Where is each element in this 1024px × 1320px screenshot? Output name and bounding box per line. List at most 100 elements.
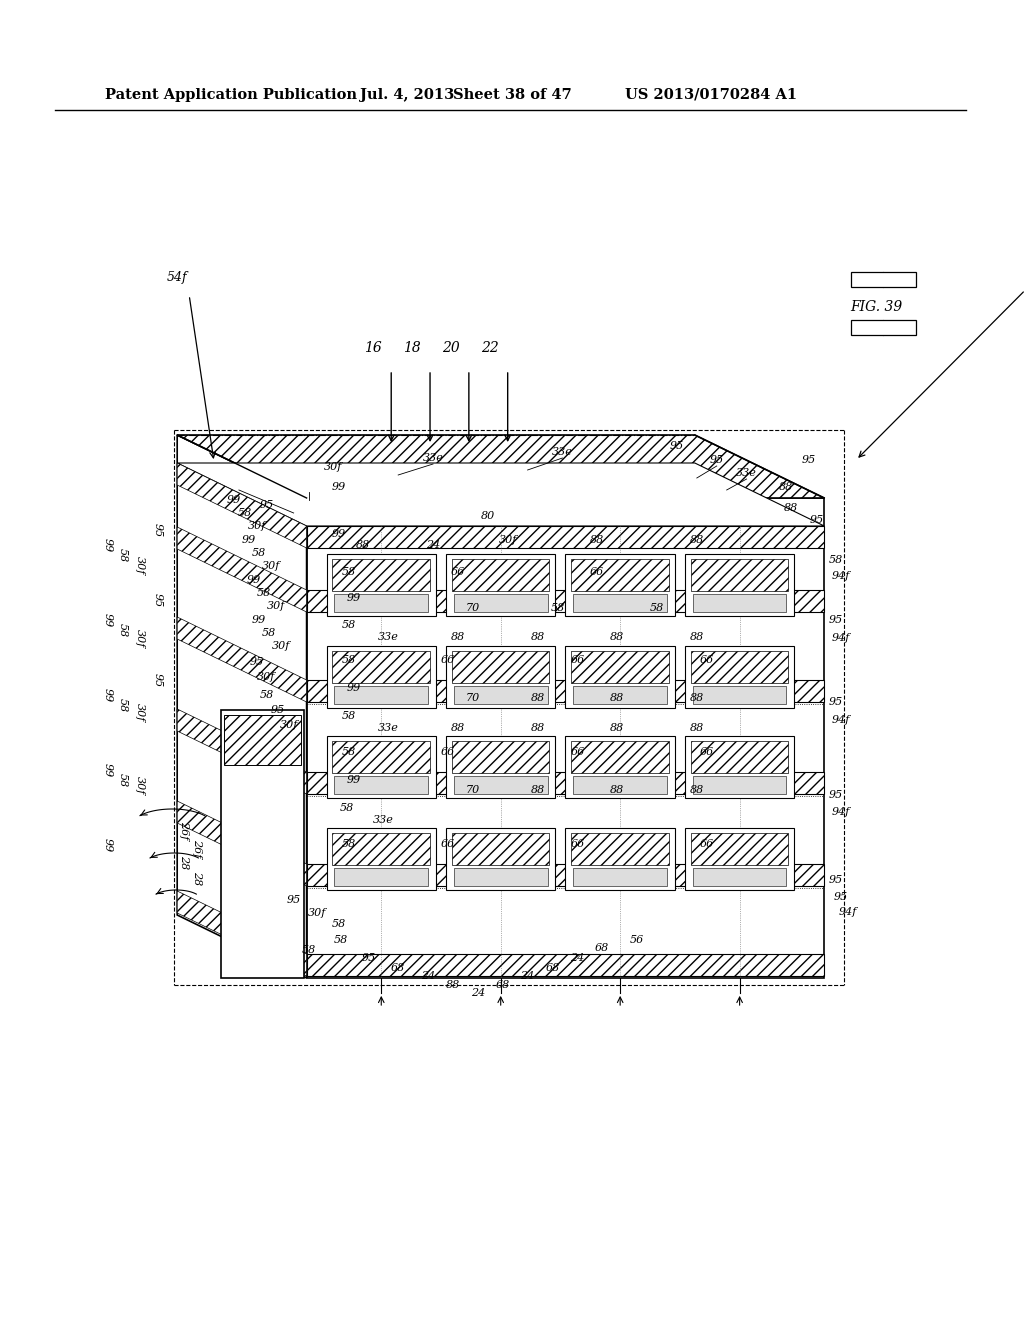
- Text: 33e: 33e: [736, 469, 757, 478]
- Text: Jul. 4, 2013: Jul. 4, 2013: [360, 88, 455, 102]
- Text: 58: 58: [339, 803, 353, 813]
- Polygon shape: [454, 594, 548, 612]
- Text: 99: 99: [242, 535, 256, 545]
- Polygon shape: [691, 558, 788, 591]
- Text: 58: 58: [341, 568, 355, 577]
- Polygon shape: [306, 498, 824, 978]
- Text: 88: 88: [530, 785, 545, 795]
- Text: 66: 66: [699, 747, 714, 756]
- Text: 58: 58: [118, 548, 127, 562]
- Polygon shape: [335, 869, 428, 886]
- Polygon shape: [685, 737, 795, 799]
- Text: 68: 68: [391, 964, 406, 973]
- Polygon shape: [454, 686, 548, 704]
- Text: 30f: 30f: [266, 601, 285, 611]
- Text: 88: 88: [451, 723, 465, 733]
- Text: 18: 18: [403, 341, 421, 355]
- Text: 88: 88: [530, 632, 545, 642]
- Text: 30f: 30f: [134, 556, 144, 574]
- Text: US 2013/0170284 A1: US 2013/0170284 A1: [625, 88, 798, 102]
- Text: 70: 70: [466, 603, 480, 612]
- Text: 94f: 94f: [831, 572, 850, 581]
- Text: 66: 66: [570, 840, 585, 849]
- Polygon shape: [571, 651, 669, 682]
- Polygon shape: [685, 828, 795, 890]
- Text: Patent Application Publication: Patent Application Publication: [104, 88, 356, 102]
- Text: 99: 99: [346, 775, 360, 785]
- Text: 30f: 30f: [134, 628, 144, 647]
- Text: 95: 95: [829, 615, 844, 624]
- Polygon shape: [446, 828, 555, 890]
- Polygon shape: [454, 869, 548, 886]
- Text: 66: 66: [590, 568, 604, 577]
- Text: 66: 66: [570, 655, 585, 665]
- Polygon shape: [685, 645, 795, 708]
- Text: 58: 58: [341, 711, 355, 721]
- Text: 95: 95: [153, 673, 162, 688]
- Polygon shape: [177, 891, 306, 975]
- Text: 99: 99: [102, 763, 113, 777]
- Polygon shape: [446, 554, 555, 616]
- Text: 70: 70: [466, 693, 480, 704]
- Polygon shape: [565, 554, 675, 616]
- Text: 88: 88: [690, 723, 703, 733]
- Text: 95: 95: [153, 593, 162, 607]
- Text: 30f: 30f: [325, 462, 343, 473]
- Text: 95: 95: [361, 953, 376, 964]
- Polygon shape: [691, 833, 788, 865]
- Polygon shape: [306, 590, 824, 612]
- Text: 99: 99: [332, 529, 345, 539]
- Text: 94f: 94f: [831, 807, 850, 817]
- Polygon shape: [851, 272, 915, 286]
- Text: 66: 66: [699, 840, 714, 849]
- Text: 68: 68: [496, 979, 510, 990]
- Polygon shape: [446, 737, 555, 799]
- Text: 95: 95: [250, 657, 264, 667]
- Text: 58: 58: [257, 587, 271, 598]
- Text: 99: 99: [102, 612, 113, 627]
- Text: 95: 95: [670, 441, 684, 451]
- Text: 16: 16: [365, 341, 382, 355]
- Polygon shape: [571, 558, 669, 591]
- Text: 28: 28: [193, 871, 202, 886]
- Text: 58: 58: [301, 945, 315, 954]
- Text: 24: 24: [570, 953, 585, 964]
- Polygon shape: [335, 776, 428, 795]
- Polygon shape: [452, 651, 550, 682]
- Polygon shape: [693, 686, 786, 704]
- Text: 58: 58: [252, 548, 266, 558]
- Text: 66: 66: [699, 655, 714, 665]
- Text: 88: 88: [610, 785, 625, 795]
- Text: 30f: 30f: [499, 535, 517, 545]
- Text: 88: 88: [690, 785, 703, 795]
- Text: 95: 95: [287, 895, 301, 906]
- Polygon shape: [573, 686, 667, 704]
- Text: 99: 99: [346, 593, 360, 603]
- Text: 88: 88: [779, 482, 794, 492]
- Text: 66: 66: [451, 568, 465, 577]
- Polygon shape: [177, 436, 824, 498]
- Polygon shape: [177, 463, 824, 525]
- Text: 30f: 30f: [248, 521, 266, 531]
- Polygon shape: [685, 554, 795, 616]
- Polygon shape: [177, 801, 306, 886]
- Polygon shape: [224, 715, 301, 766]
- Text: 66: 66: [570, 747, 585, 756]
- Polygon shape: [177, 709, 306, 795]
- Polygon shape: [571, 833, 669, 865]
- Text: 66: 66: [440, 747, 455, 756]
- Text: 58: 58: [332, 919, 345, 929]
- Text: 95: 95: [270, 705, 285, 715]
- Polygon shape: [565, 828, 675, 890]
- Text: 88: 88: [784, 503, 799, 513]
- Text: 95: 95: [829, 789, 844, 800]
- Text: 28: 28: [179, 855, 189, 869]
- Text: 95: 95: [710, 455, 724, 465]
- Polygon shape: [446, 645, 555, 708]
- Text: 68: 68: [595, 942, 609, 953]
- Text: 24: 24: [421, 972, 435, 981]
- Text: 95: 95: [834, 892, 848, 902]
- Text: 94f: 94f: [839, 907, 857, 917]
- Text: 30f: 30f: [134, 776, 144, 795]
- Polygon shape: [693, 776, 786, 795]
